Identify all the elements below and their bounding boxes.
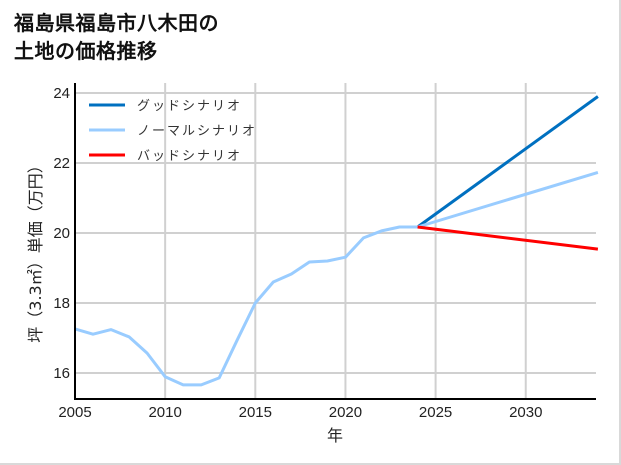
x-tick-label: 2025 [419, 404, 452, 421]
y-tick-label: 18 [53, 295, 70, 312]
legend-label: バッドシナリオ [137, 149, 242, 164]
x-axis-label: 年 [327, 426, 343, 445]
series-line-0 [416, 95, 599, 229]
y-tick-label: 22 [53, 155, 70, 172]
title-line-2: 土地の価格推移 [14, 39, 158, 63]
chart-title: 福島県福島市八木田の 土地の価格推移 [14, 9, 219, 65]
x-tick-label: 2015 [239, 404, 272, 421]
legend-label: グッドシナリオ [137, 99, 242, 114]
series-line-2 [417, 225, 599, 251]
series-line-1 [74, 170, 599, 387]
x-tick-label: 2030 [509, 404, 542, 421]
x-tick-label: 2010 [148, 404, 181, 421]
y-tick-label: 24 [53, 85, 70, 102]
x-tick-label: 2005 [58, 404, 91, 421]
y-axis-label: 坪（3.3㎡）単価（万円） [26, 157, 45, 342]
y-tick-label: 20 [53, 225, 70, 242]
title-line-1: 福島県福島市八木田の [14, 11, 219, 35]
y-tick-label: 16 [53, 365, 70, 382]
legend-label: ノーマルシナリオ [137, 124, 257, 139]
x-tick-label: 2020 [329, 404, 362, 421]
